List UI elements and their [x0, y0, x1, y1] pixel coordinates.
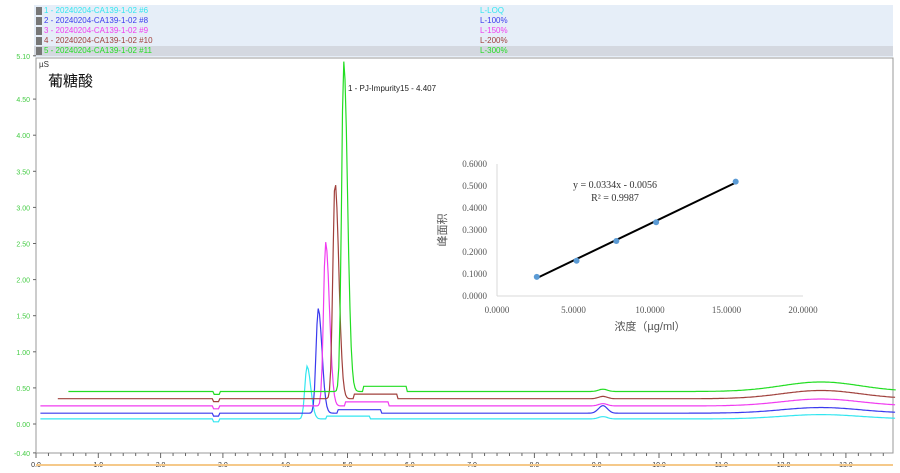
y-tick-label: -0.40 [14, 451, 30, 458]
trace-line [40, 308, 896, 417]
plot-frame [35, 57, 894, 454]
legend-row-selected[interactable]: 5 - 20240204-CA139-1-02 #11 L-300% [34, 46, 893, 56]
y-tick-label: 0.00 [16, 422, 30, 429]
traces [40, 61, 896, 423]
trace-icon [36, 17, 42, 25]
legend-row[interactable]: 3 - 20240204-CA139-1-02 #9 L-150% [34, 26, 893, 36]
x-axis: 0.01.02.03.04.05.06.07.08.09.010.011.012… [31, 453, 884, 469]
y-tick-label: 0.50 [16, 386, 30, 393]
legend-row[interactable]: 1 - 20240204-CA139-1-02 #6 L-LOQ [34, 6, 893, 16]
chart-title: 葡糖酸 [48, 73, 93, 90]
trace-icon [36, 27, 42, 35]
trace-icon [36, 37, 42, 45]
y-tick-label: 3.00 [16, 205, 30, 212]
y-tick-label: 2.50 [16, 242, 30, 249]
trace-icon [36, 47, 42, 55]
trace-icon [36, 7, 42, 15]
y-tick-label: 3.50 [16, 169, 30, 176]
legend-row[interactable]: 2 - 20240204-CA139-1-02 #8 L-100% [34, 16, 893, 26]
y-tick-label: 4.00 [16, 133, 30, 140]
y-tick-label: 1.50 [16, 314, 30, 321]
trace-line [40, 364, 896, 423]
y-unit-label: µS [39, 60, 49, 69]
legend-panel: 1 - 20240204-CA139-1-02 #6 L-LOQ 2 - 2024… [34, 5, 893, 57]
peak-annotation: 1 - PJ-Impurity15 - 4.407 [348, 84, 437, 93]
y-tick-label: 2.00 [16, 278, 30, 285]
trace-line [68, 61, 896, 395]
legend-row[interactable]: 4 - 20240204-CA139-1-02 #10 L-200% [34, 36, 893, 46]
y-tick-label: 5.10 [16, 54, 30, 61]
y-tick-label: 1.00 [16, 350, 30, 357]
trace-line [40, 242, 896, 410]
y-axis: 5.10 4.50 4.00 3.50 3.00 2.50 2.00 1.50 1.00 0.50… [14, 54, 36, 458]
trace-line [57, 184, 896, 403]
y-tick-label: 4.50 [16, 97, 30, 104]
